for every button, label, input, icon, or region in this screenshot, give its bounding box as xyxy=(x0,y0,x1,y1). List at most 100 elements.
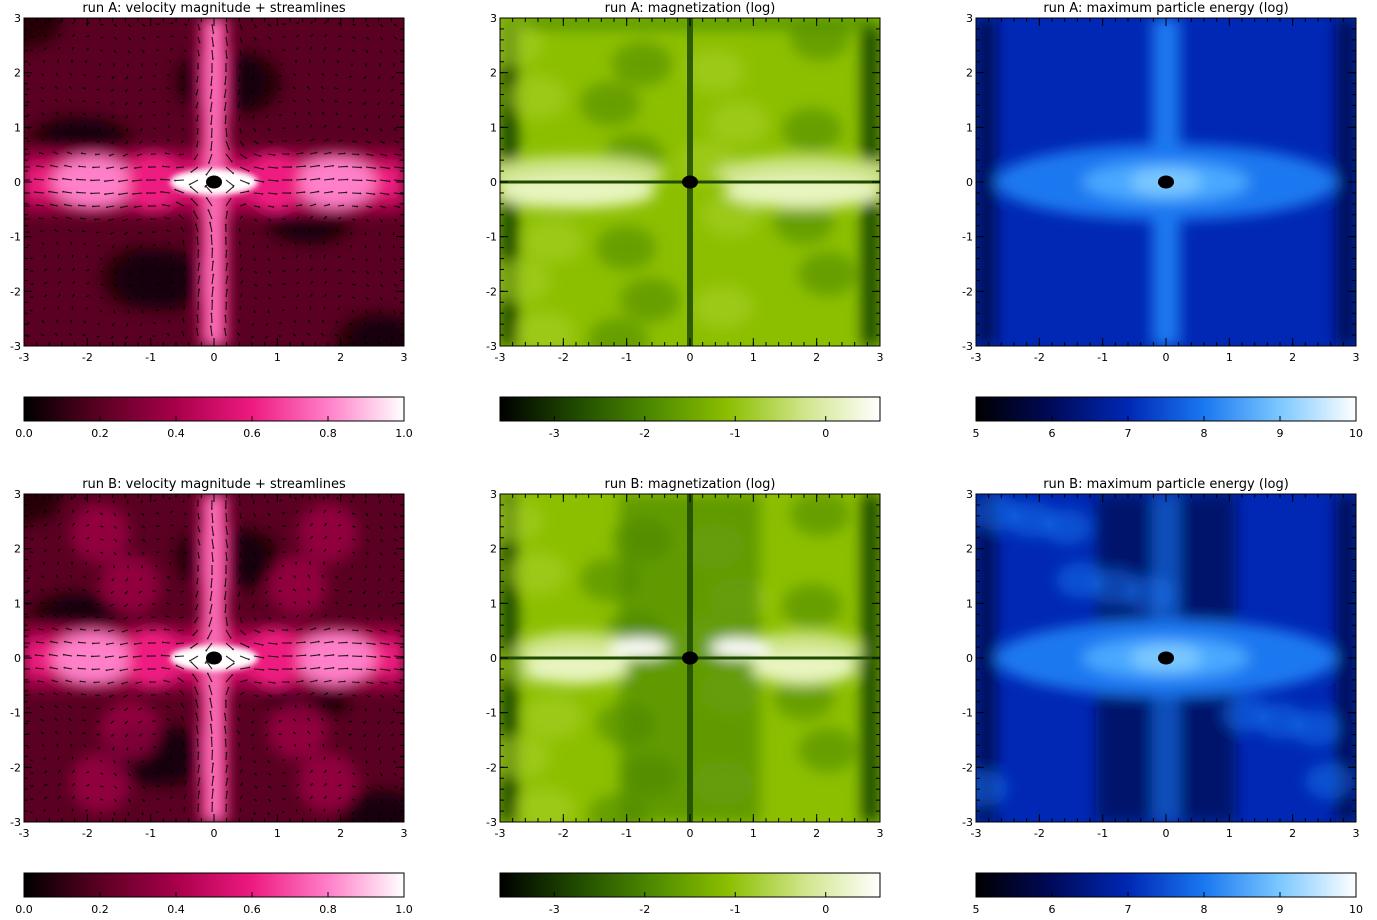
y-tick-label: 3 xyxy=(966,488,973,501)
y-tick-label: 0 xyxy=(966,652,973,665)
y-tick-label: -1 xyxy=(962,231,973,244)
x-tick-label: 3 xyxy=(877,351,884,364)
x-tick-label: -2 xyxy=(1034,827,1045,840)
field-image xyxy=(500,494,880,822)
x-tick-label: 3 xyxy=(877,827,884,840)
colorbar-tick-label: 8 xyxy=(1201,903,1208,916)
x-tick-label: 0 xyxy=(1163,351,1170,364)
y-tick-label: 2 xyxy=(966,67,973,80)
y-tick-label: -2 xyxy=(486,285,497,298)
central-body xyxy=(682,651,698,665)
colorbar xyxy=(23,396,405,422)
y-tick-label: -3 xyxy=(486,340,497,353)
plot-title: run B: velocity magnitude + streamlines xyxy=(82,477,346,492)
x-tick-label: 1 xyxy=(1226,827,1233,840)
panel-a-blue: run A: maximum particle energy (log) -3 -2… xyxy=(962,1,1363,440)
y-tick-label: -1 xyxy=(486,707,497,720)
x-tick-label: 3 xyxy=(1353,351,1360,364)
panel-b-pink: run B: velocity magnitude + streamlines -… xyxy=(10,477,413,916)
colorbar xyxy=(499,872,881,898)
x-tick-label: -1 xyxy=(145,827,156,840)
field-image xyxy=(24,18,404,346)
panel-b-blue: run B: maximum particle energy (log) -3 -2… xyxy=(962,477,1363,916)
y-tick-label: 3 xyxy=(14,12,21,25)
colorbar-tick-label: -2 xyxy=(639,427,650,440)
y-tick-label: -3 xyxy=(10,340,21,353)
axes xyxy=(499,17,881,347)
x-tick-label: -3 xyxy=(495,827,506,840)
x-tick-label: -1 xyxy=(145,351,156,364)
x-tick-label: -1 xyxy=(621,351,632,364)
streamline-arrows xyxy=(24,20,404,340)
colorbar-tick-label: 0.8 xyxy=(319,427,337,440)
y-tick-label: 0 xyxy=(14,176,21,189)
y-tick-label: -2 xyxy=(962,761,973,774)
y-tick-label: 3 xyxy=(490,488,497,501)
colorbar-tick-label: 7 xyxy=(1125,903,1132,916)
y-tick-label: -3 xyxy=(486,816,497,829)
colorbar xyxy=(975,396,1357,422)
colorbar xyxy=(499,396,881,422)
y-tick-label: -2 xyxy=(10,285,21,298)
y-tick-label: 1 xyxy=(490,121,497,134)
y-tick-label: -2 xyxy=(962,285,973,298)
y-tick-label: 1 xyxy=(490,597,497,610)
colorbar-tick-label: 0 xyxy=(822,427,829,440)
central-body xyxy=(1158,651,1174,665)
colorbar-tick-label: 6 xyxy=(1049,427,1056,440)
x-tick-label: 3 xyxy=(1353,827,1360,840)
colorbar-tick-label: 5 xyxy=(973,427,980,440)
colorbar xyxy=(975,872,1357,898)
colorbar-tick-label: 0.4 xyxy=(167,903,185,916)
colorbar-tick-label: 10 xyxy=(1349,903,1363,916)
x-tick-label: -2 xyxy=(1034,351,1045,364)
colorbar xyxy=(23,872,405,898)
y-tick-label: 1 xyxy=(14,597,21,610)
central-body xyxy=(206,651,222,665)
colorbar-tick-label: 9 xyxy=(1277,903,1284,916)
streamline-arrows xyxy=(24,496,404,816)
y-tick-label: -1 xyxy=(10,231,21,244)
y-tick-label: 2 xyxy=(14,543,21,556)
axes xyxy=(975,493,1357,823)
colorbar-tick-label: -1 xyxy=(730,903,741,916)
colorbar-tick-label: -2 xyxy=(639,903,650,916)
colorbar-tick-label: 0.2 xyxy=(91,427,109,440)
x-tick-label: 3 xyxy=(401,827,408,840)
y-tick-label: -2 xyxy=(486,761,497,774)
colorbar-tick-label: 1.0 xyxy=(395,903,413,916)
x-tick-label: 2 xyxy=(813,827,820,840)
panel-b-green: run B: magnetization (log) -3 -2 -1 0 1 2 3 -3 -2… xyxy=(486,477,884,916)
x-tick-label: -3 xyxy=(495,351,506,364)
axes xyxy=(23,493,405,823)
panel-a-green: run A: magnetization (log) -3 -2 -1 0 1 2 3 -3 -2… xyxy=(486,1,884,440)
colorbar-tick-label: 0.6 xyxy=(243,903,261,916)
plot-title: run A: velocity magnitude + streamlines xyxy=(82,1,346,16)
y-tick-label: -3 xyxy=(10,816,21,829)
y-tick-label: -2 xyxy=(10,761,21,774)
y-tick-label: 3 xyxy=(14,488,21,501)
y-tick-label: 3 xyxy=(966,12,973,25)
field-image xyxy=(976,18,1356,346)
y-tick-label: -1 xyxy=(962,707,973,720)
x-tick-label: -2 xyxy=(82,351,93,364)
y-tick-label: 2 xyxy=(966,543,973,556)
colorbar-tick-label: 1.0 xyxy=(395,427,413,440)
plot-title: run B: maximum particle energy (log) xyxy=(1043,477,1289,492)
colorbar-tick-label: 8 xyxy=(1201,427,1208,440)
x-tick-label: -2 xyxy=(82,827,93,840)
y-tick-label: 0 xyxy=(490,652,497,665)
x-tick-label: -3 xyxy=(19,827,30,840)
y-tick-label: -3 xyxy=(962,816,973,829)
x-tick-label: 0 xyxy=(211,827,218,840)
y-tick-label: 1 xyxy=(966,597,973,610)
x-tick-label: -2 xyxy=(558,351,569,364)
x-tick-label: -2 xyxy=(558,827,569,840)
axes xyxy=(23,17,405,347)
y-tick-label: -1 xyxy=(486,231,497,244)
plot-title: run A: magnetization (log) xyxy=(605,1,776,16)
colorbar-tick-label: 0.0 xyxy=(15,903,33,916)
axes xyxy=(499,493,881,823)
x-tick-label: -1 xyxy=(1097,351,1108,364)
x-tick-label: -1 xyxy=(1097,827,1108,840)
